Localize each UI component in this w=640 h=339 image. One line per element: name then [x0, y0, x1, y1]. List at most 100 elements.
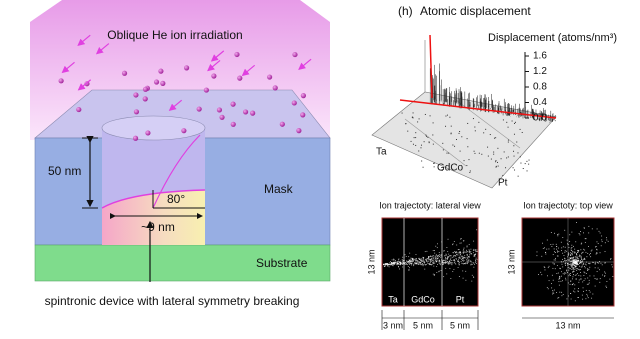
trajectory-dot	[410, 260, 412, 262]
trajectory-dot	[432, 257, 434, 259]
trajectory-dot	[463, 258, 465, 260]
trajectory-dot	[585, 261, 587, 263]
scatter-dot	[472, 118, 474, 120]
trajectory-dot	[572, 283, 574, 285]
trajectory-dot	[574, 269, 576, 271]
trajectory-dot	[581, 294, 583, 296]
trajectory-dot	[454, 260, 456, 262]
trajectory-dot	[536, 251, 538, 253]
trajectory-dot	[573, 259, 575, 260]
beam-title: Oblique He ion irradiation	[107, 28, 242, 42]
trajectory-dot	[582, 298, 584, 300]
trajectory-dot	[466, 256, 468, 258]
scatter-dot	[467, 122, 469, 124]
scatter-dot	[495, 137, 497, 139]
ion	[203, 87, 209, 93]
trajectory-dot	[457, 249, 459, 251]
trajectory-dot	[551, 283, 552, 285]
trajectory-dot	[573, 264, 575, 266]
trajectory-dot	[580, 256, 582, 258]
trajectory-dot	[599, 232, 601, 234]
trajectory-dot	[405, 263, 407, 265]
trajectory-dot	[553, 259, 555, 261]
trajectory-dot	[594, 263, 596, 265]
trajectory-dot	[402, 262, 404, 264]
trajectory-dot	[431, 255, 433, 257]
trajectory-dot	[475, 254, 477, 255]
trajectory-dot	[575, 241, 577, 243]
trajectory-dot	[592, 261, 594, 263]
trajectory-dot	[564, 229, 566, 231]
trajectory-dot	[546, 239, 548, 241]
trajectory-dot	[558, 296, 560, 298]
trajectory-dot	[459, 254, 461, 256]
trajectory-dot	[458, 276, 460, 277]
scatter-dot	[497, 165, 499, 167]
trajectory-dot	[422, 260, 424, 262]
trajectory-dot	[579, 261, 581, 263]
trajectory-dot	[577, 264, 579, 266]
ion	[121, 70, 128, 76]
trajectory-dot	[446, 247, 448, 248]
trajectory-dot	[589, 291, 591, 293]
trajectory-dot	[558, 277, 560, 279]
trajectory-dot	[592, 293, 594, 295]
trajectory-dot	[440, 254, 442, 256]
scatter-dot	[513, 150, 515, 152]
trajectory-dot	[417, 260, 419, 262]
trajectory-dot	[554, 232, 556, 234]
trajectory-dot	[415, 259, 417, 261]
trajectory-dot	[567, 254, 569, 256]
trajectory-dot	[409, 262, 411, 263]
trajectory-dot	[562, 258, 564, 260]
trajectory-dot	[432, 255, 433, 257]
trajectory-dot	[473, 266, 475, 268]
trajectory-dot	[451, 256, 453, 258]
trajectory-dot	[393, 261, 395, 263]
ion	[76, 106, 82, 113]
trajectory-dot	[568, 295, 569, 297]
profile-line	[399, 99, 557, 119]
trajectory-dot	[422, 256, 424, 258]
trajectory-dot	[571, 250, 573, 251]
scatter-dot	[454, 145, 456, 147]
trajectory-dot	[476, 251, 478, 252]
trajectory-dot	[546, 248, 548, 250]
trajectory-dot	[598, 262, 600, 264]
trajectory-dot	[474, 255, 476, 257]
trajectory-dot	[584, 263, 586, 265]
trajectory-dot	[474, 254, 476, 256]
trajectory-dot	[577, 260, 579, 262]
trajectory-dot	[442, 263, 443, 265]
trajectory-dot	[574, 258, 576, 260]
trajectory-dot	[568, 257, 570, 259]
trajectory-dot	[463, 252, 465, 254]
trajectory-dot	[408, 260, 410, 262]
trajectory-dot	[588, 279, 590, 281]
trajectory-dot	[407, 264, 408, 266]
scatter-dot	[495, 161, 497, 163]
displacement-plot: (h) Atomic displacement Displacement (at…	[371, 4, 617, 189]
trajectory-dot	[445, 257, 447, 258]
trajectory-dot	[442, 260, 444, 262]
ion-arrow	[298, 58, 312, 70]
scatter-dot	[466, 165, 468, 167]
trajectory-dot	[571, 231, 573, 233]
trajectory-dot	[409, 261, 411, 263]
trajectory-dot	[410, 259, 412, 261]
trajectory-dot	[393, 262, 395, 264]
width-label: 5 nm	[450, 320, 470, 330]
trajectory-dot	[440, 264, 441, 266]
trajectory-dot	[548, 248, 550, 250]
trajectory-dot	[597, 243, 599, 245]
trajectory-dot	[571, 259, 573, 261]
trajectory-dot	[430, 264, 432, 266]
trajectory-dot	[462, 256, 464, 258]
trajectory-dot	[440, 270, 442, 271]
top-view: Ion trajectoty: top view 13 nm 13 nm	[506, 200, 615, 330]
trajectory-dot	[434, 273, 436, 275]
trajectory-dot	[597, 262, 598, 264]
trajectory-dot	[611, 266, 613, 268]
trajectory-dot	[416, 258, 417, 260]
scatter-dot	[446, 114, 448, 116]
